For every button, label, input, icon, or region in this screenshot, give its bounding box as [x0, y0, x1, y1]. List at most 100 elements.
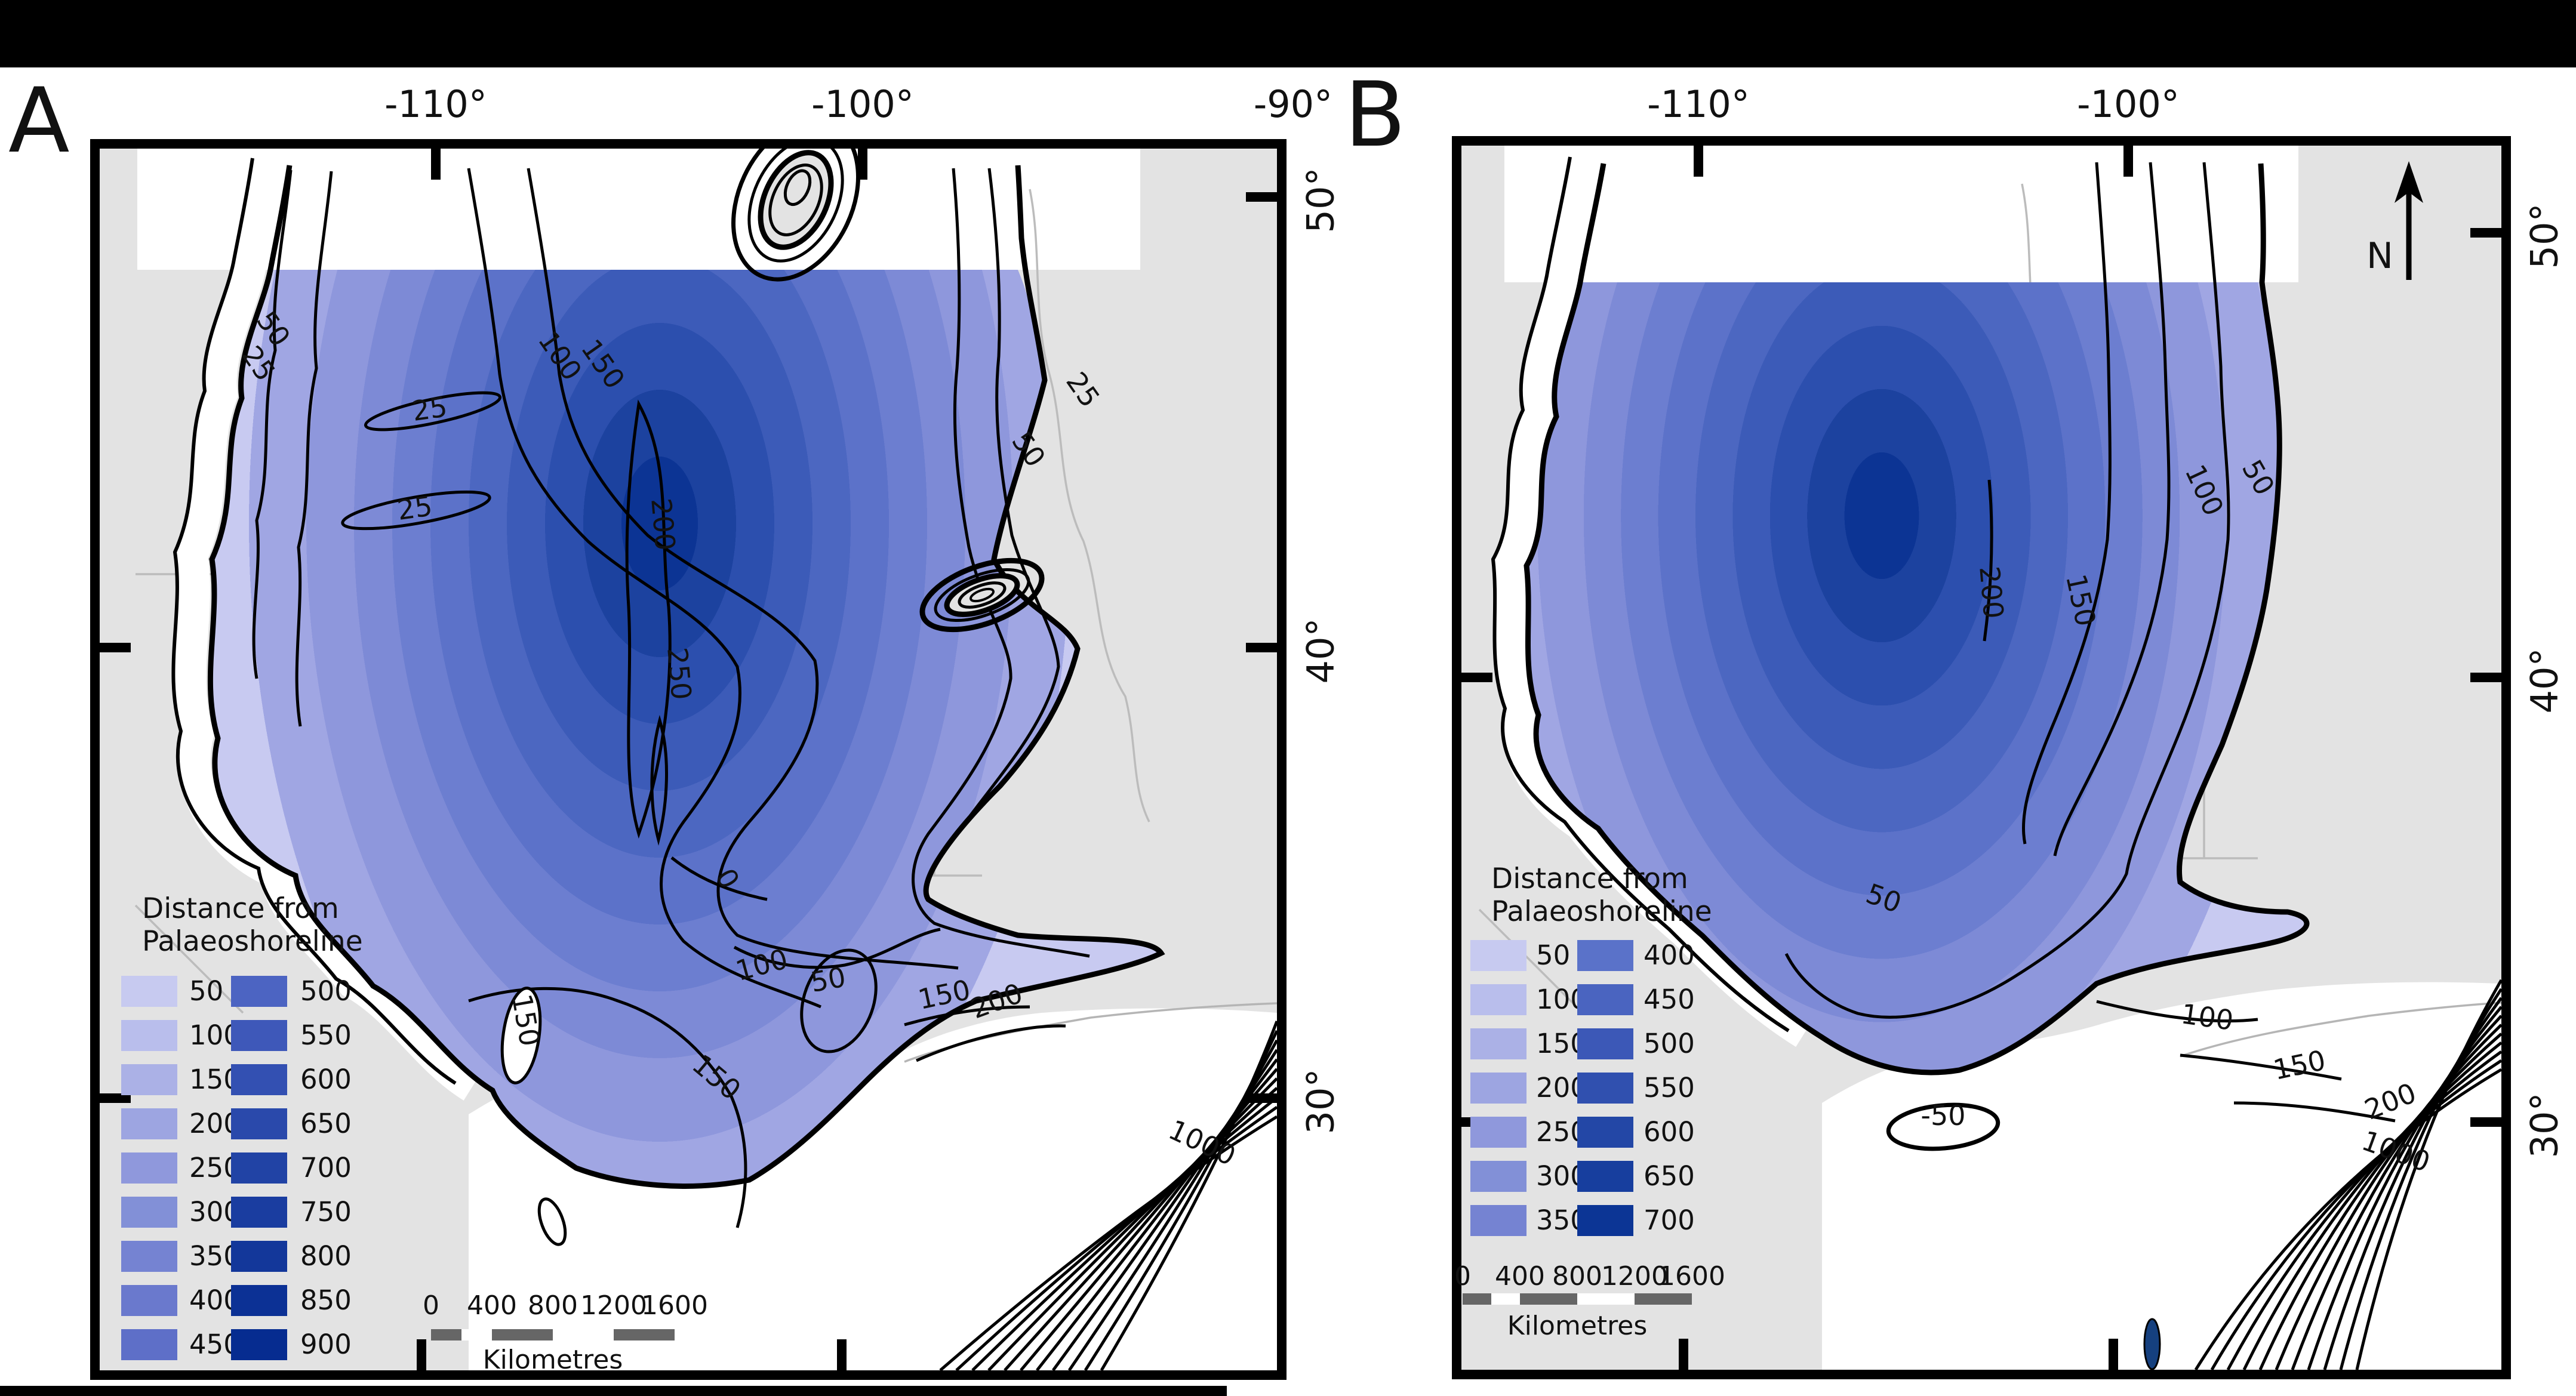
scalebar-a-segment — [553, 1329, 614, 1340]
legend-value: 600 — [300, 1064, 352, 1095]
palaeoshoreline-contour — [1524, 163, 2310, 1075]
legend-swatch — [121, 1329, 177, 1360]
legend-value: 50 — [189, 975, 224, 1007]
legend-swatch — [1577, 1117, 1633, 1148]
legend-value: 400 — [1644, 939, 1695, 971]
graticule-ticks — [100, 149, 1277, 1370]
legend-value: 850 — [300, 1284, 352, 1316]
gulf-contour — [1051, 1049, 1277, 1370]
legend-title: Distance from Palaeoshoreline — [1491, 862, 1712, 928]
lon-label-a: -90° — [1253, 82, 1333, 126]
panel-b-letter: B — [1344, 63, 1406, 167]
contour-value-label: 25 — [1060, 366, 1106, 413]
sioux-ridge-bullseye — [919, 557, 1045, 633]
gulf-contour — [987, 1087, 1277, 1370]
gulf-contour — [2226, 1050, 2501, 1370]
legend-swatch — [1577, 984, 1633, 1015]
scalebar-b-segment — [1491, 1293, 1520, 1305]
nodata-north-region — [1504, 146, 2298, 282]
scalebar-a-number: 400 — [467, 1290, 517, 1321]
map-panel-b: N 50 100 150 200 50 100 150 200 -50 1000 — [1452, 136, 2511, 1379]
legend-value: 650 — [1644, 1160, 1695, 1192]
contour-value-label: 50 — [808, 961, 848, 999]
graticule-ticks — [1461, 146, 2501, 1370]
contour-value-label: 200 — [645, 497, 681, 552]
legend-value: 600 — [1644, 1116, 1695, 1148]
legend-swatch — [1470, 1117, 1526, 1148]
lat-label-b: 50° — [2522, 203, 2566, 269]
legend-swatch — [121, 1152, 177, 1184]
gulf-contour — [2355, 979, 2501, 1370]
lon-label-a: -110° — [384, 82, 487, 126]
gulf-contour — [2194, 1068, 2501, 1370]
distance-contours — [252, 168, 1090, 1246]
legend-swatch — [1470, 1073, 1526, 1104]
legend-swatch — [121, 1108, 177, 1139]
scalebar-b-segment — [1463, 1293, 1491, 1305]
north-arrow-icon — [2395, 161, 2423, 280]
scalebar-a-number: 0 — [423, 1290, 439, 1321]
gulf-contour — [2242, 1041, 2501, 1370]
legend-swatch — [1470, 1161, 1526, 1192]
gulf-contour — [2275, 1024, 2501, 1370]
scalebar-b-number: 1200 — [1601, 1261, 1668, 1292]
contour-value-label: 100 — [2179, 997, 2235, 1037]
legend-swatch — [231, 1197, 287, 1228]
gulf-contour — [971, 1096, 1277, 1370]
lat-label-a: 30° — [1298, 1068, 1343, 1135]
nodata-north-region — [137, 149, 1140, 270]
legend-value: 500 — [1644, 1028, 1695, 1059]
legend-swatch — [1470, 1205, 1526, 1236]
scalebar-b-unit: Kilometres — [1507, 1311, 1648, 1341]
legend-swatch — [121, 1020, 177, 1051]
map-panel-a: 50 25 25 25 100 150 200 250 0 25 50 100 50 150 150 150 2… — [90, 139, 1287, 1380]
seaway-distance-fill — [210, 270, 1161, 1187]
contour-value-label: 25 — [410, 390, 449, 427]
deep-basin-spot — [2143, 1318, 2161, 1370]
legend-swatch — [231, 1020, 287, 1051]
legend-value: 800 — [300, 1240, 352, 1272]
legend-value: 550 — [1644, 1072, 1695, 1104]
west-shore-corridor — [171, 158, 481, 1101]
lat-label-b: 40° — [2522, 648, 2566, 714]
legend-swatch — [231, 1064, 287, 1095]
legend-value: 500 — [300, 975, 352, 1007]
lon-label-b: -110° — [1647, 82, 1750, 126]
legend-swatch — [121, 1285, 177, 1316]
gulf-contour — [955, 1105, 1277, 1370]
legend-swatch — [1577, 1028, 1633, 1059]
legend-title: Distance from Palaeoshoreline — [142, 892, 363, 958]
scalebar-a-segment — [614, 1329, 675, 1340]
lat-label-b: 30° — [2522, 1092, 2566, 1158]
legend-swatch — [1577, 1205, 1633, 1236]
legend-swatch — [1470, 940, 1526, 971]
gulf-contour-fan — [2194, 979, 2501, 1370]
contour-value-label: 200 — [1973, 565, 2009, 620]
legend-swatch — [121, 1197, 177, 1228]
legend-value: 700 — [1644, 1204, 1695, 1236]
gulf-contour — [2307, 1006, 2501, 1370]
legend-swatch — [1470, 1028, 1526, 1059]
lon-label-a: -100° — [811, 82, 914, 126]
bottom-black-bar — [0, 1386, 1227, 1396]
legend-value: 550 — [300, 1019, 352, 1051]
contour-value-label: -50 — [1921, 1099, 1965, 1132]
scalebar-a-segment — [431, 1329, 461, 1340]
gulf-contour — [1004, 1077, 1277, 1370]
gulf-contour — [939, 1115, 1277, 1370]
legend-swatch — [1577, 1161, 1633, 1192]
legend-value: 750 — [300, 1196, 352, 1228]
legend-swatch — [231, 1241, 287, 1272]
contour-value-label: 25 — [395, 489, 434, 526]
scalebar-b-segment — [1635, 1293, 1692, 1305]
distance-contours — [1784, 162, 2396, 1151]
north-contour-bullseye — [731, 149, 860, 282]
scalebar-b-segment — [1577, 1293, 1635, 1305]
scalebar-a-number: 1600 — [641, 1290, 708, 1321]
scalebar-b-segment — [1520, 1293, 1577, 1305]
legend-swatch — [121, 1241, 177, 1272]
gulf-contour — [2210, 1059, 2501, 1370]
legend-value: 700 — [300, 1152, 352, 1184]
gulf-contour — [2291, 1015, 2501, 1370]
